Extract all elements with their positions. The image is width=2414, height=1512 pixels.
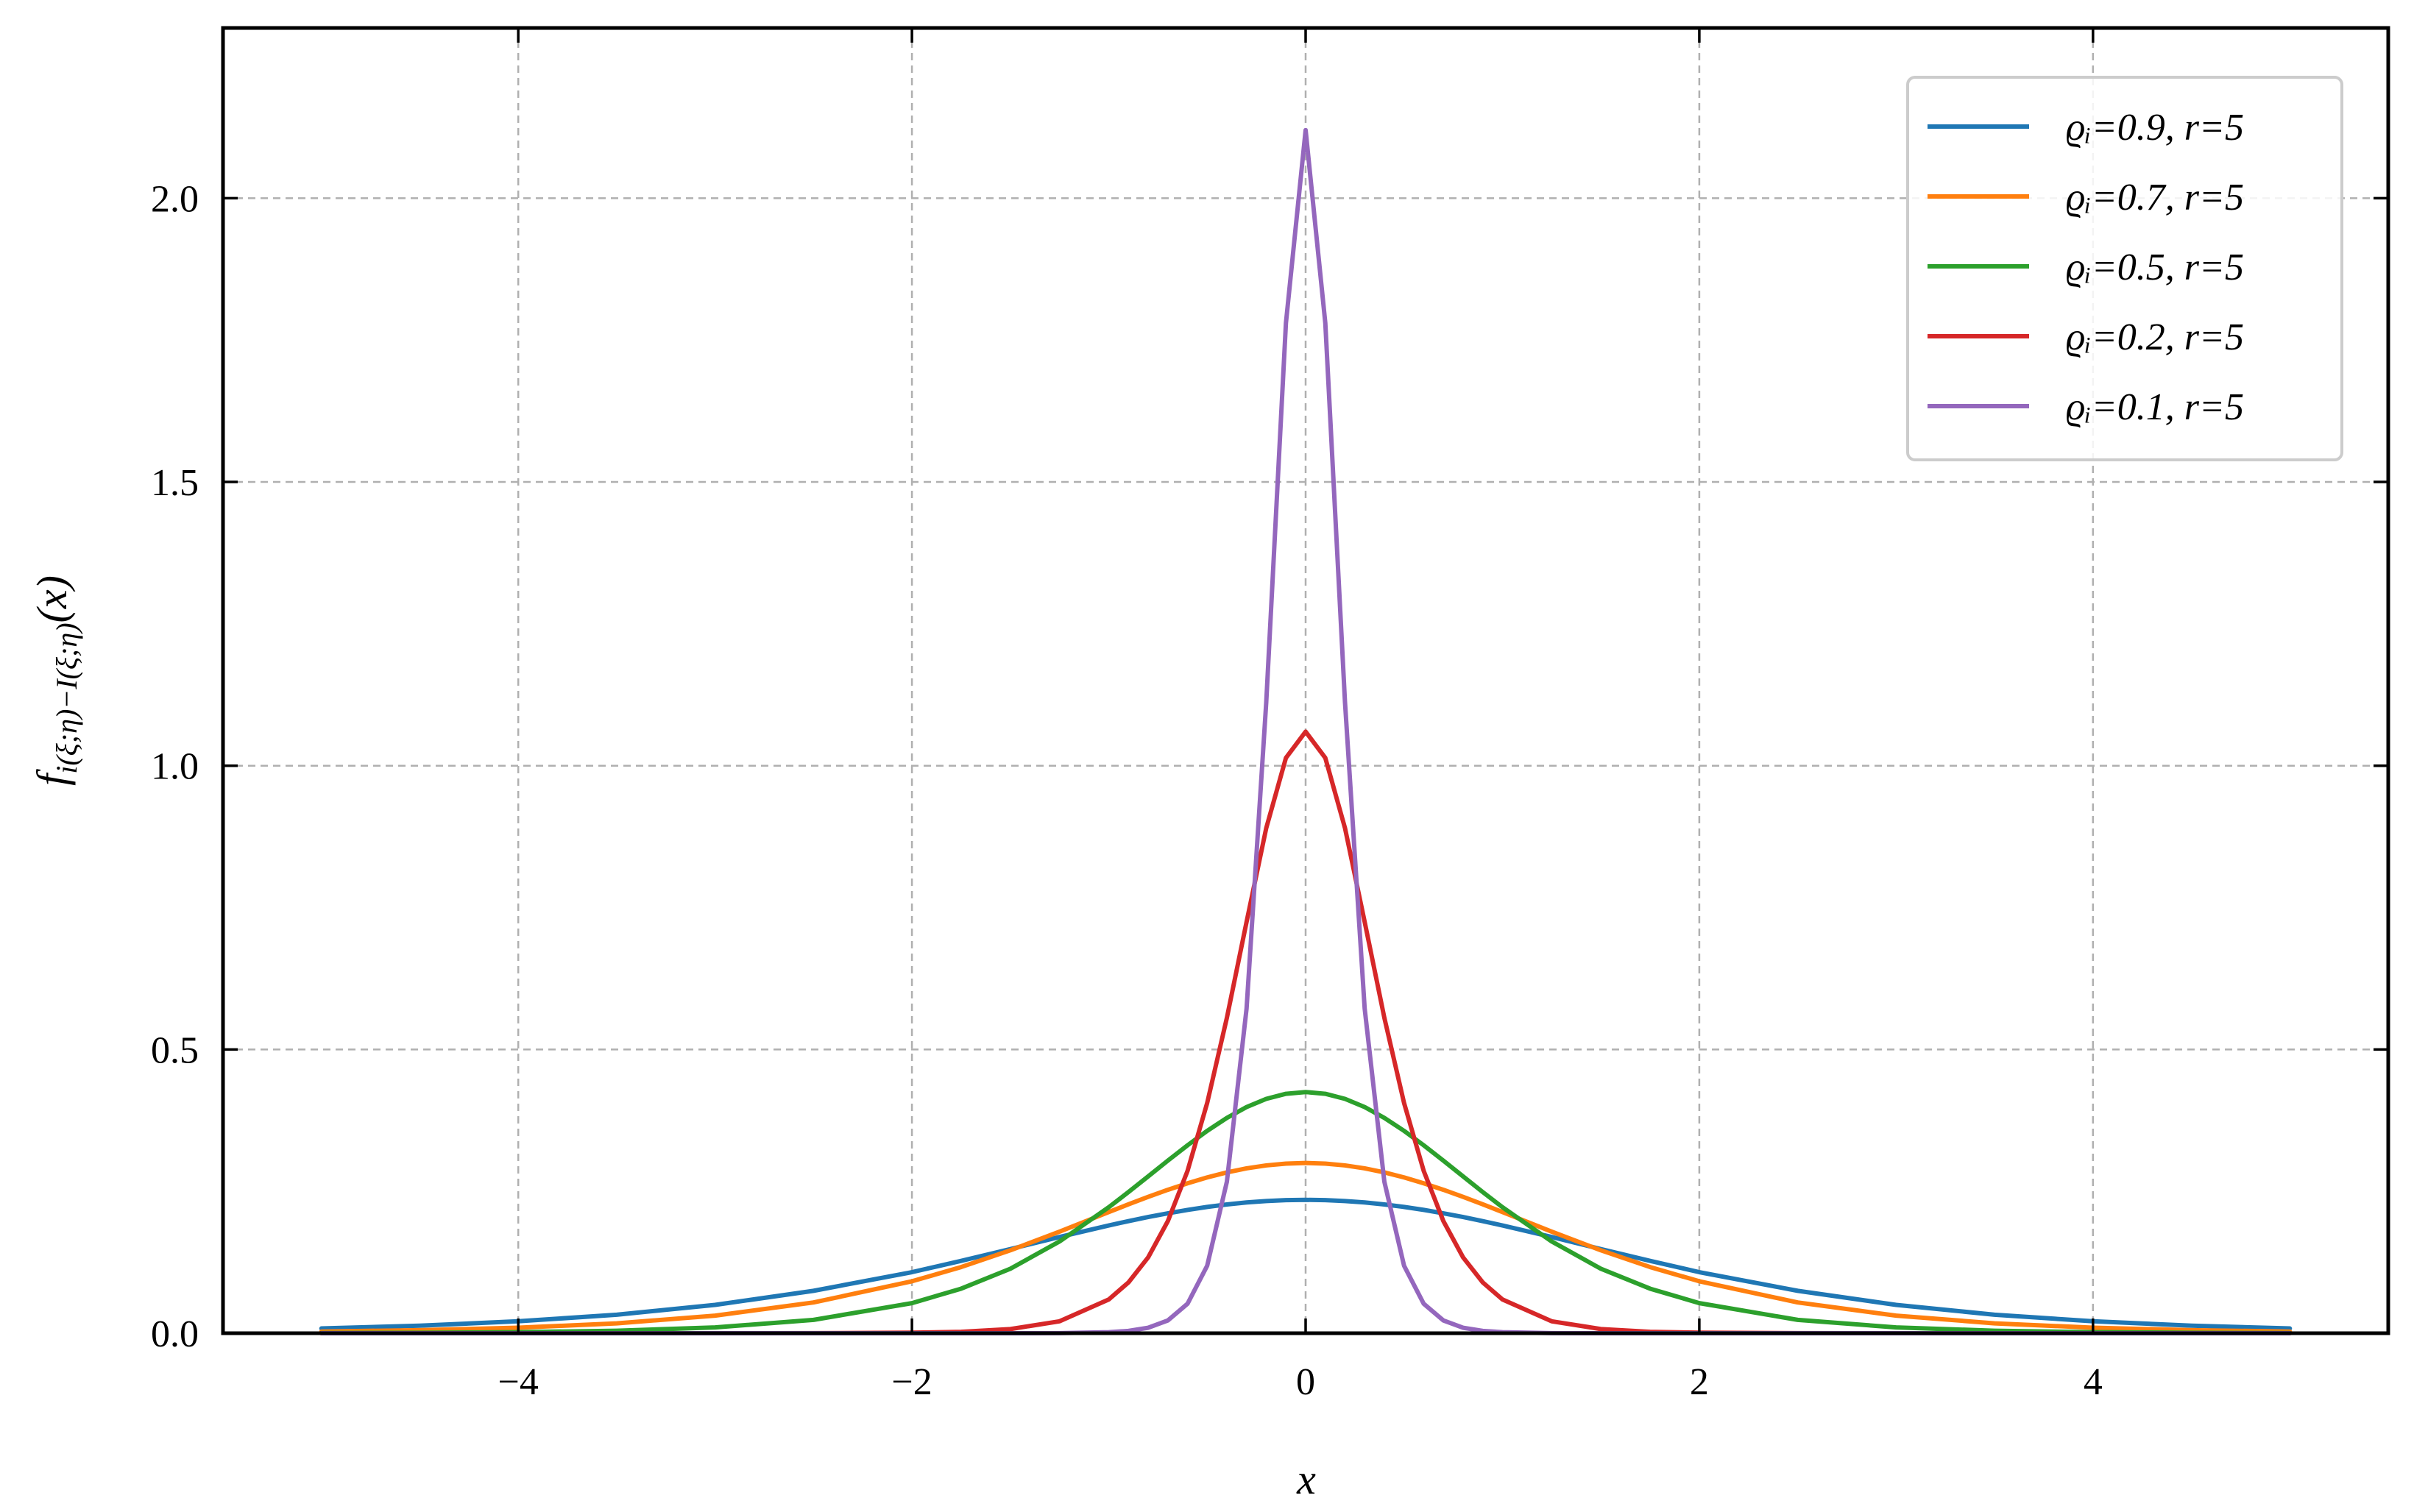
y-tick-label: 0.0: [151, 1313, 199, 1355]
y-tick-label: 1.5: [151, 462, 199, 504]
x-axis-title: x: [1296, 1455, 1316, 1503]
legend-label: ϱᵢ=0.7, r=5: [2066, 177, 2244, 219]
y-tick-label: 1.0: [151, 746, 199, 788]
series-line: [319, 1197, 2293, 1331]
legend: ϱᵢ=0.9, r=5 ϱᵢ=0.7, r=5 ϱᵢ=0.5, r=5 ϱᵢ=0.2,…: [1906, 76, 2343, 461]
x-tick-label: −4: [498, 1361, 539, 1403]
legend-label: ϱᵢ=0.5, r=5: [2066, 246, 2244, 288]
x-tick-label: −2: [891, 1361, 932, 1403]
y-title-subscript: i(ξ;η)−I(ξ;η): [50, 622, 83, 773]
legend-box: [1906, 76, 2343, 461]
series-line: [319, 1160, 2293, 1334]
legend-label: ϱᵢ=0.1, r=5: [2066, 386, 2244, 428]
y-title-argument: (x): [28, 575, 76, 622]
legend-label: ϱᵢ=0.2, r=5: [2066, 316, 2244, 358]
y-tick-label: 2.0: [151, 178, 199, 220]
x-tick-label: 4: [2084, 1361, 2103, 1403]
y-tick-label: 0.5: [151, 1029, 199, 1071]
legend-label: ϱᵢ=0.9, r=5: [2066, 107, 2244, 149]
x-tick-label: 2: [1690, 1361, 1709, 1403]
y-axis-title: fi(ξ;η)−I(ξ;η)(x): [28, 575, 83, 786]
x-tick-label: 0: [1296, 1361, 1315, 1403]
series-line: [319, 1090, 2293, 1335]
